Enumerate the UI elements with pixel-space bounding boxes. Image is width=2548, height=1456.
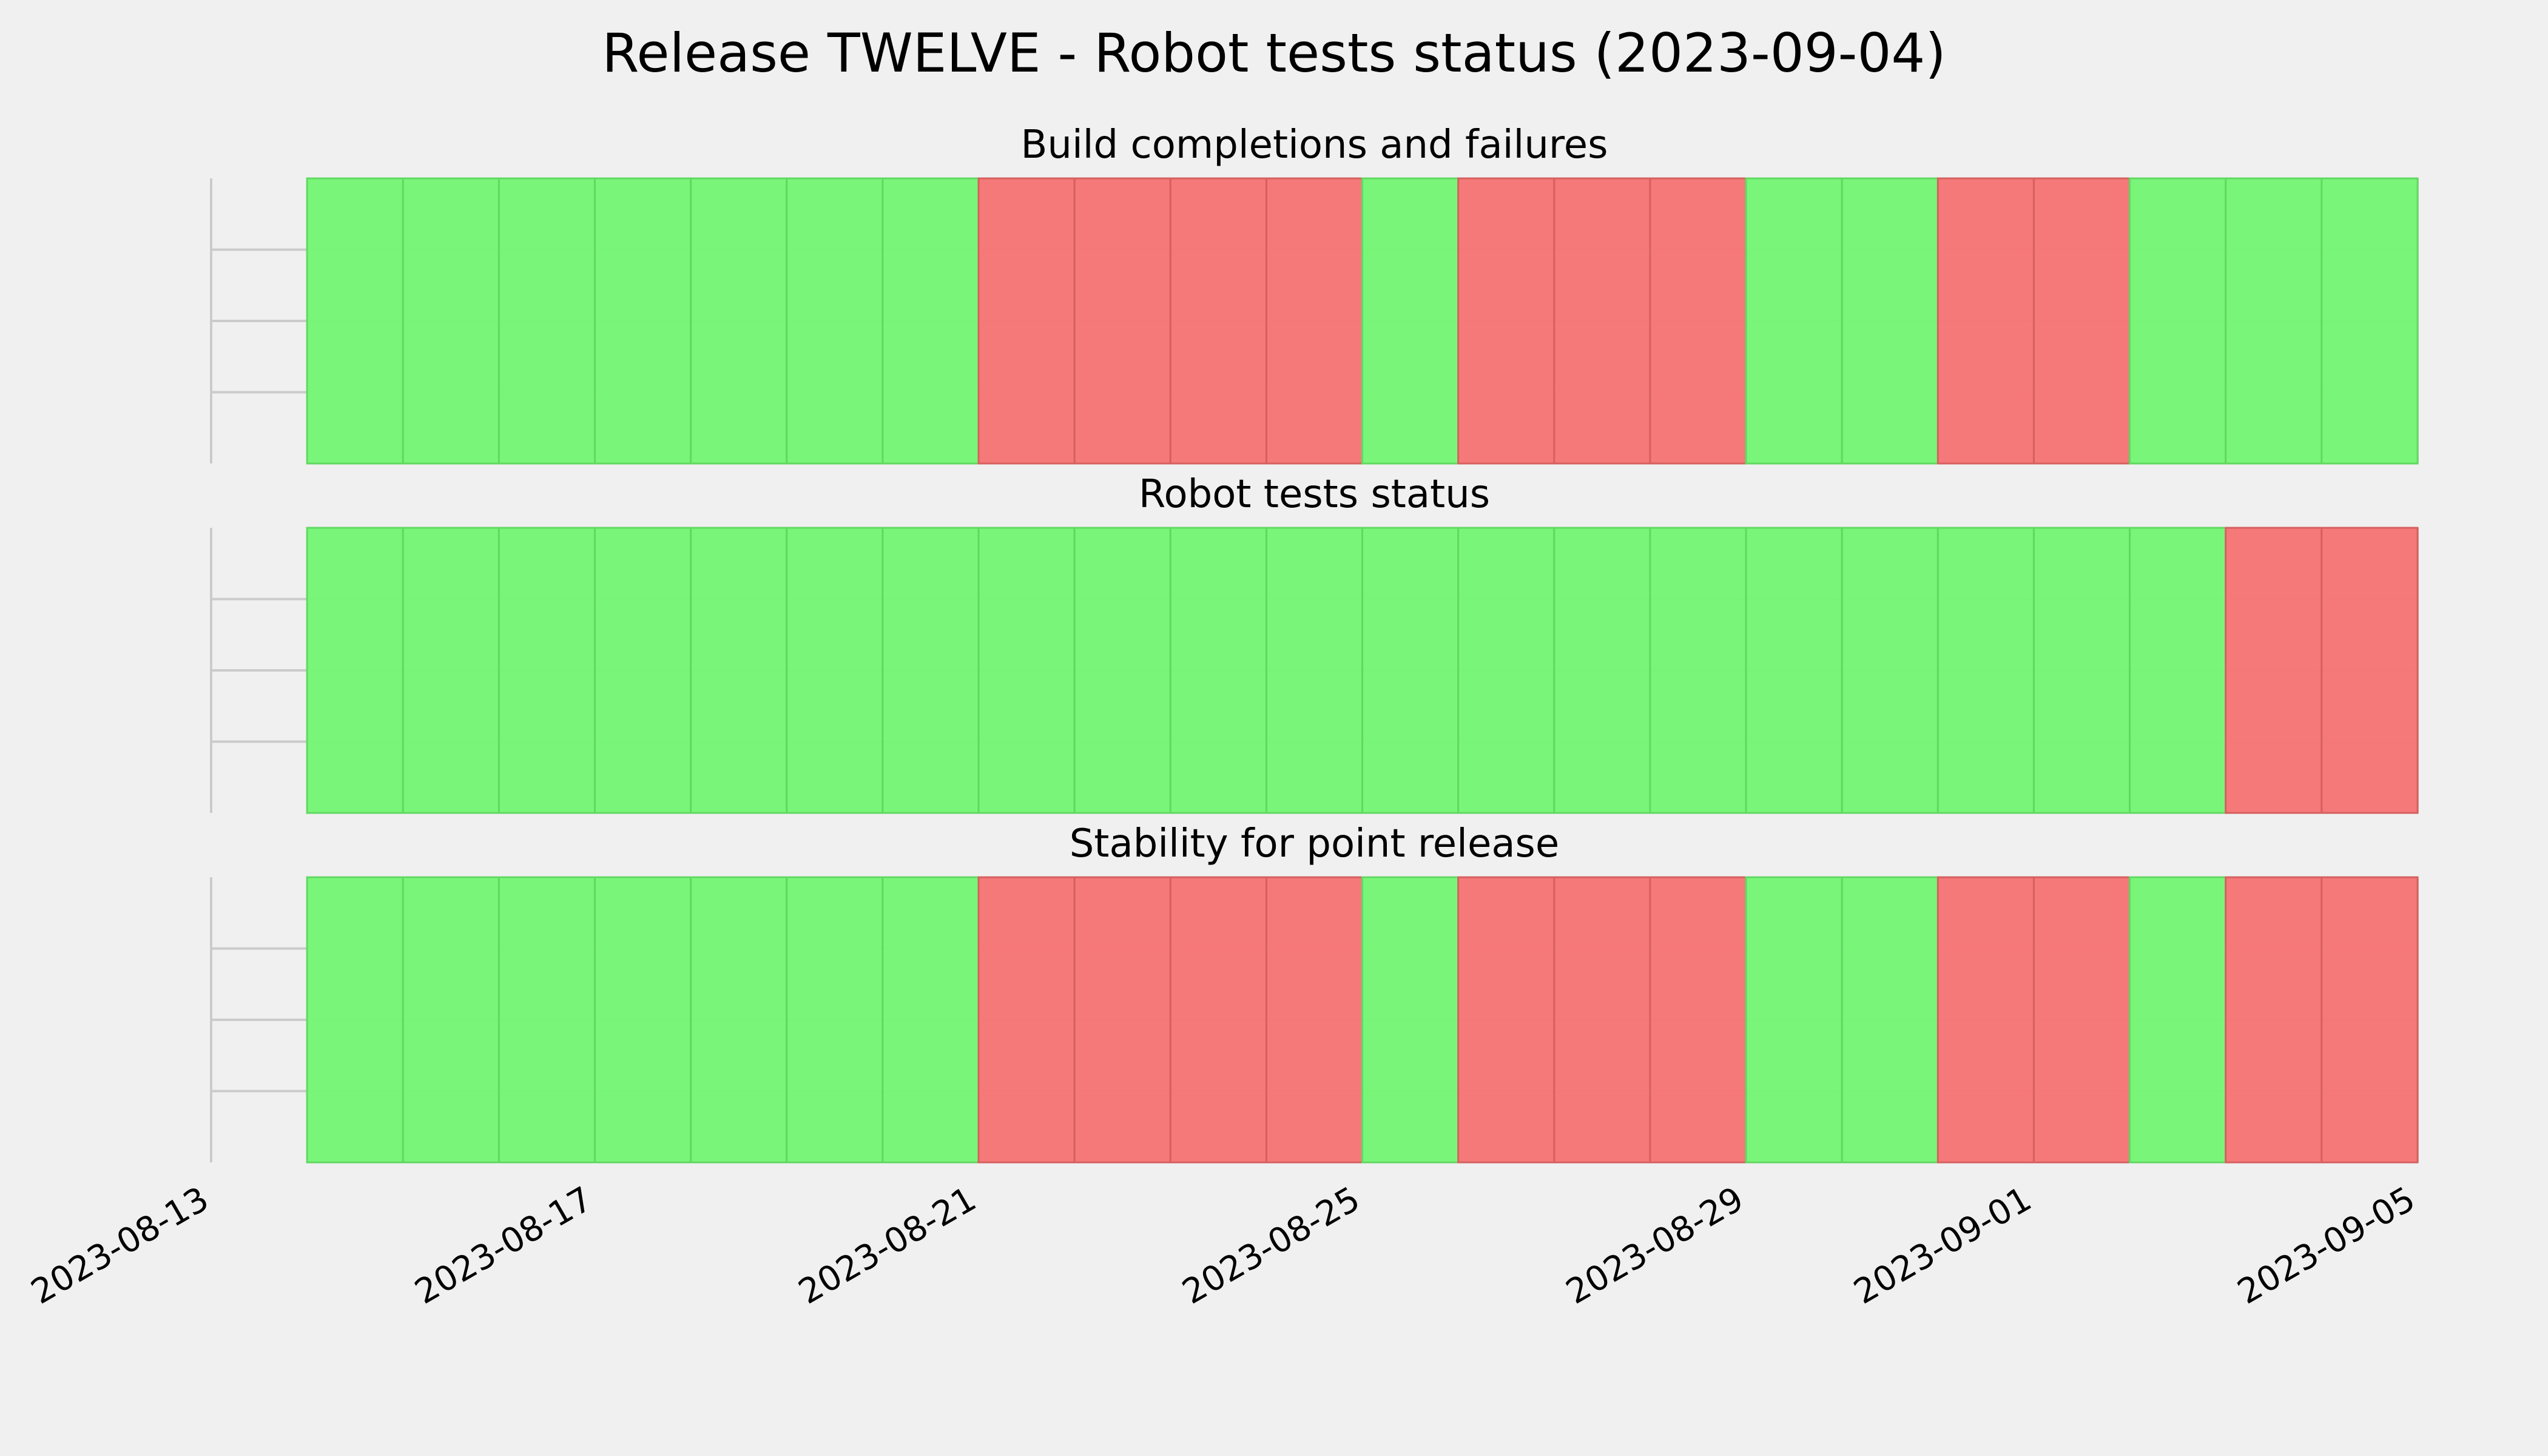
status-bar-2023-08-22-pass: [1073, 527, 1171, 814]
status-bar-2023-08-31-pass: [1936, 527, 2035, 814]
status-bar-2023-08-14-pass: [306, 177, 404, 465]
status-bar-2023-08-22-fail: [1073, 177, 1171, 465]
status-bar-2023-08-21-fail: [977, 876, 1076, 1164]
status-bar-2023-09-03-pass: [2225, 177, 2323, 465]
status-bar-2023-09-02-pass: [2129, 876, 2227, 1164]
status-bar-2023-08-25-pass: [1361, 876, 1460, 1164]
status-bar-2023-08-19-pass: [786, 876, 884, 1164]
status-bar-2023-09-01-fail: [2032, 177, 2131, 465]
status-bar-2023-08-15-pass: [402, 876, 500, 1164]
panel-title: Build completions and failures: [1021, 123, 1608, 167]
status-bar-2023-08-28-fail: [1649, 177, 1747, 465]
panel-title: Robot tests status: [1139, 472, 1490, 517]
status-bar-2023-08-26-fail: [1457, 177, 1555, 465]
status-bar-2023-09-02-pass: [2129, 527, 2227, 814]
status-bar-2023-08-17-pass: [594, 876, 692, 1164]
status-bar-2023-08-23-fail: [1169, 177, 1267, 465]
status-bar-2023-08-16-pass: [497, 876, 596, 1164]
panel-1: Build completions and failures: [210, 123, 2419, 465]
status-bar-2023-08-21-fail: [977, 177, 1076, 465]
status-bar-2023-09-03-fail: [2225, 876, 2323, 1164]
status-bar-2023-09-01-pass: [2032, 527, 2131, 814]
status-bar-2023-08-30-pass: [1841, 876, 1939, 1164]
status-bar-2023-08-31-fail: [1936, 177, 2035, 465]
status-bar-2023-08-20-pass: [881, 527, 980, 814]
status-bar-2023-08-15-pass: [402, 527, 500, 814]
status-bar-2023-08-18-pass: [690, 876, 788, 1164]
status-bar-2023-08-14-pass: [306, 527, 404, 814]
status-bar-2023-08-19-pass: [786, 177, 884, 465]
status-bar-2023-08-24-fail: [1265, 876, 1364, 1164]
status-bar-2023-09-03-fail: [2225, 527, 2323, 814]
status-bar-2023-08-22-fail: [1073, 876, 1171, 1164]
status-bar-2023-08-20-pass: [881, 876, 980, 1164]
status-bar-2023-08-29-pass: [1745, 876, 1843, 1164]
status-bar-2023-08-27-fail: [1553, 876, 1651, 1164]
status-bar-2023-08-28-fail: [1649, 876, 1747, 1164]
status-bar-2023-08-20-pass: [881, 177, 980, 465]
figure-title: Release TWELVE - Robot tests status (202…: [602, 22, 1946, 84]
status-bar-2023-08-23-fail: [1169, 876, 1267, 1164]
status-bar-2023-08-28-pass: [1649, 527, 1747, 814]
status-bar-2023-08-23-pass: [1169, 527, 1267, 814]
status-bar-2023-09-04-fail: [2320, 527, 2419, 814]
status-bar-2023-08-14-pass: [306, 876, 404, 1164]
status-bar-2023-08-19-pass: [786, 527, 884, 814]
status-bar-2023-08-18-pass: [690, 527, 788, 814]
status-bar-2023-08-29-pass: [1745, 527, 1843, 814]
status-bar-2023-08-24-pass: [1265, 527, 1364, 814]
status-bar-2023-08-26-pass: [1457, 527, 1555, 814]
status-bar-2023-08-24-fail: [1265, 177, 1364, 465]
status-bar-2023-08-29-pass: [1745, 177, 1843, 465]
status-bar-2023-09-02-pass: [2129, 177, 2227, 465]
status-bar-2023-09-01-fail: [2032, 876, 2131, 1164]
status-bar-2023-08-25-pass: [1361, 527, 1460, 814]
status-bar-2023-08-27-fail: [1553, 177, 1651, 465]
status-bar-2023-08-18-pass: [690, 177, 788, 465]
status-bar-2023-08-21-pass: [977, 527, 1076, 814]
status-bar-2023-08-27-pass: [1553, 527, 1651, 814]
status-bar-2023-08-30-pass: [1841, 177, 1939, 465]
status-bar-2023-08-17-pass: [594, 177, 692, 465]
status-bar-2023-08-26-fail: [1457, 876, 1555, 1164]
status-bar-2023-09-04-fail: [2320, 876, 2419, 1164]
status-bar-2023-08-16-pass: [497, 527, 596, 814]
panel-title: Stability for point release: [1070, 821, 1560, 866]
status-bar-2023-08-31-fail: [1936, 876, 2035, 1164]
status-bar-2023-08-25-pass: [1361, 177, 1460, 465]
status-bar-2023-08-30-pass: [1841, 527, 1939, 814]
status-bar-2023-08-15-pass: [402, 177, 500, 465]
panel-2: Robot tests status: [210, 472, 2419, 814]
chart-panels: Build completions and failures Robot test…: [25, 123, 2422, 1312]
status-bar-2023-08-17-pass: [594, 527, 692, 814]
status-bar-2023-09-04-pass: [2320, 177, 2419, 465]
status-bar-2023-08-16-pass: [497, 177, 596, 465]
